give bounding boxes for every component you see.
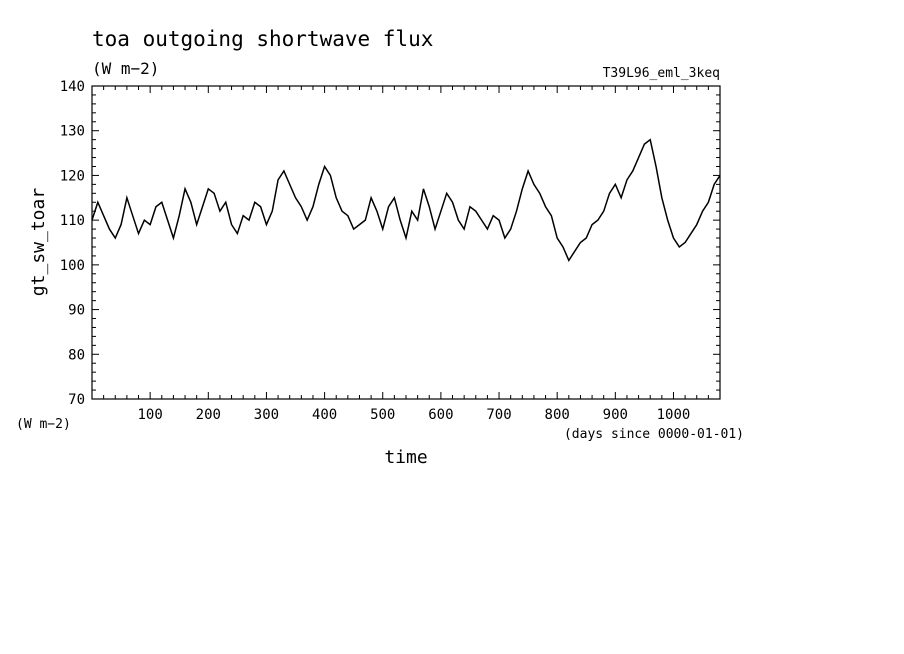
y-tick-label: 100	[60, 258, 85, 274]
x-axis: 100 200 300 400 500 600 700 800 900 1000	[103, 86, 709, 423]
x-tick-label: 900	[603, 407, 628, 423]
plot-frame	[91, 85, 721, 400]
x-tick-label: 200	[196, 407, 221, 423]
y-axis-title: gt_sw_toar	[28, 188, 49, 297]
y-tick-label: 90	[68, 303, 85, 319]
y-tick-label: 120	[60, 168, 85, 184]
y-tick-label: 80	[68, 347, 85, 363]
x-tick-label: 600	[428, 407, 453, 423]
x-tick-label: 1000	[657, 407, 691, 423]
chart-units: (W m−2)	[92, 59, 159, 78]
y-tick-label: 130	[60, 124, 85, 140]
x-axis-title: time	[384, 447, 427, 468]
x-tick-label: 500	[370, 407, 395, 423]
y-tick-label: 140	[60, 79, 85, 95]
y-axis: 70 80 90 100 110 120 130 140	[60, 79, 720, 408]
x-tick-label: 700	[486, 407, 511, 423]
y-units: (W m−2)	[16, 417, 71, 432]
chart-title: toa outgoing shortwave flux	[92, 27, 433, 51]
y-tick-label: 70	[68, 392, 85, 408]
x-tick-label: 800	[545, 407, 570, 423]
series-line	[91, 138, 721, 262]
x-tick-label: 400	[312, 407, 337, 423]
y-tick-label: 110	[60, 213, 85, 229]
x-tick-label: 300	[254, 407, 279, 423]
x-units: (days since 0000-01-01)	[564, 427, 744, 442]
run-label: T39L96_eml_3keq	[603, 66, 720, 81]
x-tick-label: 100	[137, 407, 162, 423]
